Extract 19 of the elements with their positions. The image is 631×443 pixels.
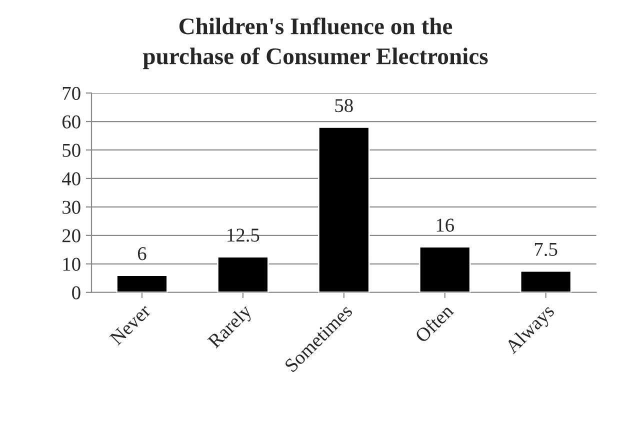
y-tick-label: 60 <box>62 115 80 128</box>
y-tick-label: 30 <box>62 200 80 214</box>
y-tick-label: 50 <box>62 144 80 157</box>
data-label: 58 <box>335 99 353 112</box>
data-label: 12.5 <box>228 228 260 242</box>
bar <box>520 270 572 292</box>
bar <box>217 256 269 292</box>
y-tick-label: 0 <box>72 286 80 300</box>
bar <box>318 126 370 292</box>
data-label: 6 <box>138 247 146 260</box>
y-tick-label: 40 <box>62 172 80 186</box>
bar <box>116 274 168 292</box>
chart-title: Children's Influence on the purchase of Consumer Electronics <box>142 17 488 70</box>
y-tick-label: 70 <box>62 86 80 100</box>
data-label: 7.5 <box>534 243 558 256</box>
y-tick-label: 20 <box>62 229 80 242</box>
data-label: 16 <box>436 218 454 232</box>
y-tick-label: 10 <box>63 258 80 271</box>
bar <box>418 246 471 292</box>
